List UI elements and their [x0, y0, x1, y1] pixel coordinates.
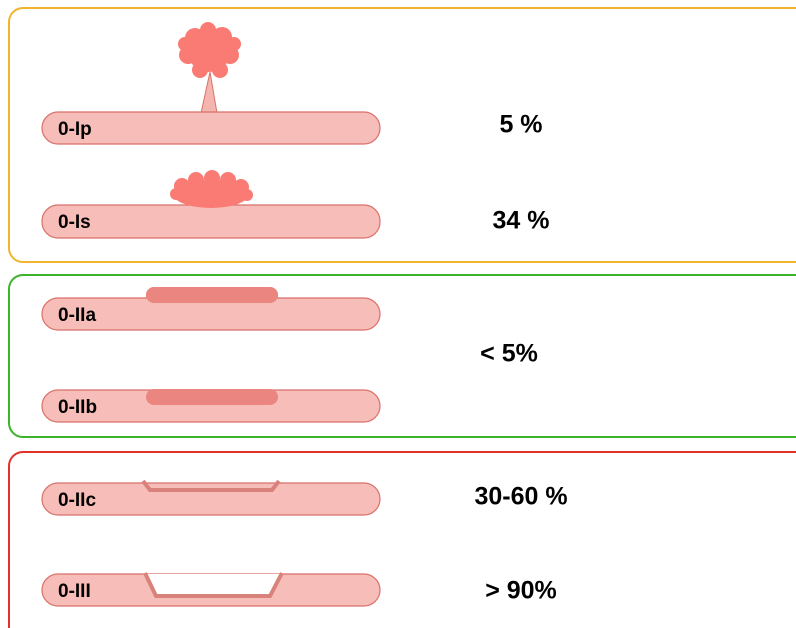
raised-lesion: [146, 287, 278, 303]
bar: [41, 482, 381, 516]
type-label: 0-III: [58, 581, 91, 602]
rate: 34 %: [493, 207, 550, 235]
type-label: 0-Is: [58, 212, 91, 233]
type-label: 0-IIc: [58, 490, 96, 511]
flat-lesion: [146, 389, 278, 405]
polyp-stalk: [200, 71, 218, 114]
rate: 5 %: [499, 111, 542, 139]
type-label: 0-IIb: [58, 397, 97, 418]
type-label: 0-Ip: [58, 119, 92, 140]
rate: 30-60 %: [474, 483, 567, 511]
type-label: 0-IIa: [58, 305, 96, 326]
polyp-head: [178, 22, 241, 78]
group-box: [8, 7, 796, 263]
sessile-lesion: [170, 170, 253, 208]
rate: > 90%: [485, 577, 557, 605]
ulcer-cavity: [146, 574, 280, 596]
group-box: [8, 451, 796, 628]
group-box: [8, 274, 796, 438]
depressed-lesion: [141, 479, 281, 492]
ulcer-lesion: [143, 572, 284, 598]
bar: [41, 111, 381, 145]
rate: < 5%: [480, 340, 538, 368]
bar: [41, 204, 381, 239]
